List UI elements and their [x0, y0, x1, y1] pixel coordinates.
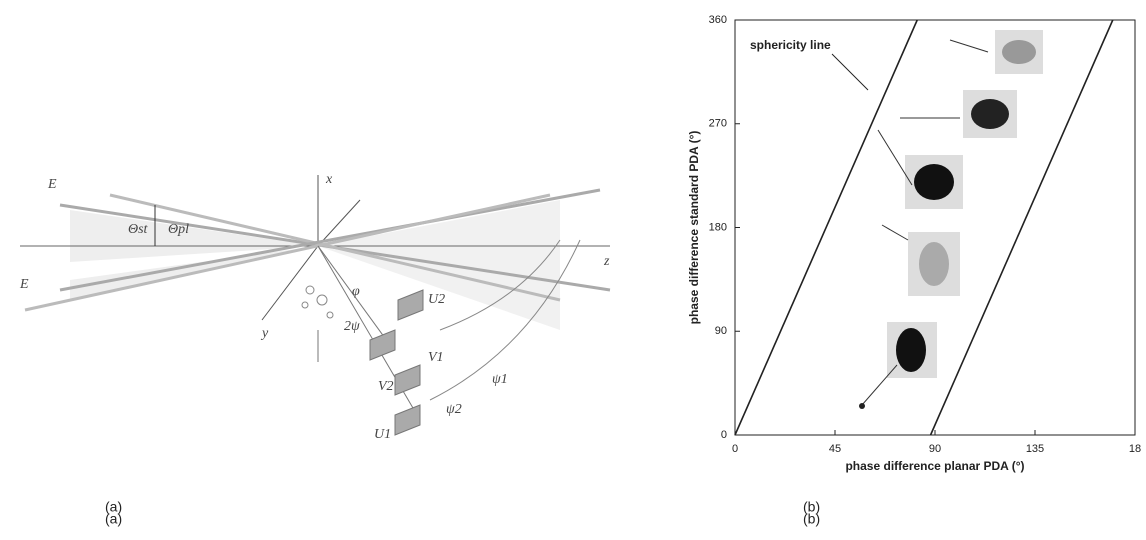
label: U1	[374, 427, 391, 442]
pointer	[859, 403, 865, 409]
y-tick-label: 90	[715, 325, 727, 337]
droplet	[317, 295, 327, 305]
photo	[971, 99, 1009, 129]
x-tick-label: 18	[1129, 443, 1141, 455]
photo	[896, 328, 926, 372]
caption: (a)	[105, 511, 122, 527]
label: φ	[352, 284, 360, 299]
series-line	[931, 20, 1113, 435]
detector	[370, 330, 395, 360]
label: z	[603, 254, 610, 269]
label: E	[19, 277, 29, 292]
x-tick-label: 90	[929, 443, 941, 455]
label: x	[325, 172, 333, 187]
droplet	[306, 286, 314, 294]
detector	[395, 365, 420, 395]
x-axis-label: phase difference planar PDA (°)	[845, 459, 1024, 473]
pointer	[882, 225, 908, 240]
label: V1	[428, 350, 444, 365]
label: U2	[428, 292, 445, 307]
x-tick-label: 135	[1026, 443, 1044, 455]
figure: x z y E E Θst Θpl φ 2ψ U2 V1 V2 U1 ψ1 ψ2…	[0, 0, 1146, 535]
droplet-images	[859, 30, 1043, 409]
line-annotation: sphericity line	[750, 38, 831, 52]
label: V2	[378, 379, 394, 394]
detector	[395, 405, 420, 435]
y-tick-label: 360	[709, 14, 727, 26]
x-tick-label: 0	[732, 443, 738, 455]
label: 2ψ	[344, 319, 360, 334]
label: Θpl	[168, 222, 189, 237]
label: y	[260, 326, 269, 341]
photo	[1002, 40, 1036, 64]
droplet	[302, 302, 308, 308]
label: ψ2	[446, 402, 462, 417]
y-axis-label: phase difference standard PDA (°)	[687, 131, 701, 325]
pointer	[862, 365, 897, 405]
detector	[398, 290, 423, 320]
pointer	[950, 40, 988, 52]
photo	[919, 242, 949, 286]
droplet	[327, 312, 333, 318]
annotation-pointer	[832, 54, 868, 90]
x-tick-label: 45	[829, 443, 841, 455]
diagram	[20, 175, 610, 435]
y-tick-label: 180	[709, 221, 727, 233]
label: ψ1	[492, 372, 508, 387]
label: E	[47, 177, 57, 192]
label: Θst	[128, 222, 149, 237]
y-tick-label: 270	[709, 118, 727, 130]
y-tick-label: 0	[721, 429, 727, 441]
photo	[914, 164, 954, 200]
caption: (b)	[803, 511, 820, 527]
